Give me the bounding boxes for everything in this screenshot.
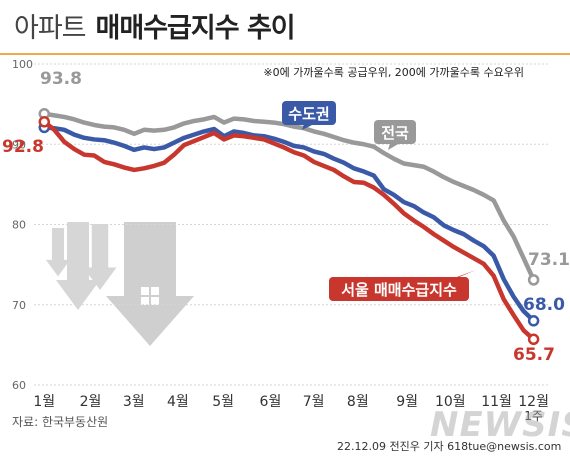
y-tick-label: 100 (12, 58, 33, 71)
series-tag-pointer (302, 124, 314, 130)
capital-series-tag: 수도권 (282, 101, 336, 130)
series-line-national (42, 111, 536, 283)
page-title: 아파트 매매수급지수 추이 (14, 6, 296, 45)
down-arrow-icon (45, 228, 71, 277)
series-tag-pointer (394, 270, 476, 300)
x-tick-label: 11월 (481, 394, 512, 410)
window-transom (141, 295, 159, 297)
big-down-arrow-icon (106, 222, 194, 346)
house-arrow-illustration (45, 222, 194, 346)
series-tag-label: 수도권 (288, 105, 329, 123)
seoul-series-tag: 서울 매매수급지수 (329, 270, 476, 301)
series-line-seoul (42, 119, 536, 342)
credit-line: 22.12.09 전진우 기자 618tue@newsis.com (337, 440, 562, 453)
x-tick-label: 8월 (347, 394, 369, 410)
national-start-label: 93.8 (40, 69, 82, 89)
seoul-start-label: 92.8 (2, 137, 44, 157)
x-tick-label: 4월 (167, 394, 189, 410)
x-tick-sublabel: 1주 (524, 409, 543, 423)
capital-end-label: 68.0 (523, 295, 565, 315)
x-tick-label: 10월 (435, 394, 466, 410)
series-tag-pointer (388, 143, 400, 150)
newsis-watermark: NEWSIS (430, 405, 570, 445)
title-main: 매매수급지수 추이 (95, 13, 296, 44)
x-tick-label: 5월 (212, 394, 234, 410)
x-tick-label: 1월 (33, 394, 55, 410)
national-series-tag: 전국 (374, 120, 416, 150)
national-end-label: 73.1 (528, 250, 570, 270)
y-tick-label: 70 (12, 299, 26, 312)
series-tag-label: 서울 매매수급지수 (341, 281, 457, 299)
down-arrow-icon (56, 222, 100, 310)
y-tick-label: 60 (12, 379, 26, 392)
y-tick-label: 80 (12, 219, 26, 232)
down-arrow-icon (83, 224, 117, 290)
series-tag-label: 전국 (381, 124, 409, 142)
x-tick-label: 12월 (518, 394, 549, 410)
source-note: 자료: 한국부동산원 (12, 415, 109, 429)
series-end-point (527, 315, 540, 327)
series-tag-box (329, 277, 469, 301)
series-line-capital (42, 125, 536, 324)
x-tick-label: 6월 (260, 394, 282, 410)
y-tick-label: 90 (12, 138, 26, 151)
series-start-point (38, 116, 51, 128)
title-divider (0, 53, 570, 55)
series-tag-box (374, 120, 416, 144)
x-tick-label: 7월 (303, 394, 325, 410)
title-prefix: 아파트 (14, 13, 87, 44)
series-tag-box (282, 101, 336, 125)
x-tick-label: 3월 (123, 394, 145, 410)
chart-note: ※0에 가까울수록 공급우위, 200에 가까울수록 수요우위 (263, 66, 524, 79)
x-tick-label: 2월 (80, 394, 102, 410)
x-tick-label: 9월 (396, 394, 418, 410)
seoul-end-label: 65.7 (513, 345, 555, 365)
series-end-point (527, 333, 540, 346)
series-end-point (527, 274, 540, 286)
